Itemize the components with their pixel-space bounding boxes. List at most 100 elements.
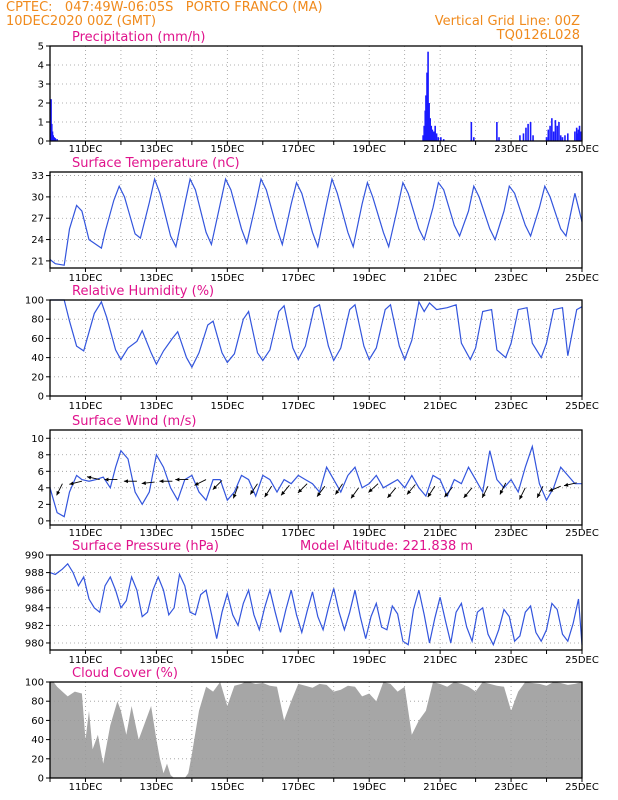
header-datetime: 10DEC2020 00Z (GMT) — [6, 14, 157, 29]
y-tick-label: 100 — [25, 296, 44, 307]
x-tick-label: 23DEC — [494, 144, 528, 155]
panel-title: Surface Pressure (hPa) — [72, 539, 219, 554]
y-tick-label: 33 — [31, 171, 44, 182]
wind-arrow-head — [232, 493, 237, 499]
x-tick-label: 11DEC — [69, 782, 103, 793]
y-tick-label: 40 — [31, 353, 44, 364]
precip-bar — [551, 118, 553, 141]
y-tick-label: 80 — [31, 315, 44, 326]
x-tick-label: 25DEC — [565, 655, 599, 666]
x-tick-label: 23DEC — [494, 782, 528, 793]
series-line — [50, 299, 583, 369]
x-tick-label: 19DEC — [352, 528, 386, 539]
x-tick-label: 13DEC — [140, 273, 174, 284]
wind-arrow-head — [444, 492, 449, 498]
x-tick-label: 17DEC — [281, 144, 315, 155]
precip-bar — [574, 131, 576, 141]
x-tick-label: 21DEC — [423, 401, 457, 412]
wind-arrow-head — [482, 493, 486, 498]
y-tick-label: 986 — [25, 586, 44, 597]
precip-bar — [53, 137, 56, 141]
x-tick-label: 23DEC — [494, 273, 528, 284]
wind-arrow-head — [104, 477, 109, 482]
precip-bar — [440, 137, 442, 141]
x-tick-label: 17DEC — [281, 528, 315, 539]
precip-bar — [498, 137, 500, 141]
plot-frame — [49, 681, 583, 779]
y-tick-label: 100 — [25, 678, 44, 689]
wind-arrow-head — [212, 485, 218, 490]
y-tick-label: 20 — [31, 372, 44, 383]
y-tick-label: 8 — [38, 450, 44, 461]
header-grid-note: Vertical Grid Line: 00Z — [434, 14, 580, 29]
precip-bar — [564, 135, 566, 141]
precip-bar — [527, 123, 529, 141]
wind-arrow-head — [175, 477, 180, 482]
wind-arrow-head — [335, 490, 340, 495]
y-tick-label: 80 — [31, 697, 44, 708]
y-tick-label: 0 — [38, 516, 44, 527]
wind-arrow-head — [69, 481, 74, 486]
wind-arrow-head — [563, 482, 569, 487]
panel-title: Cloud Cover (%) — [72, 666, 178, 681]
precip-bar — [52, 135, 54, 141]
y-tick-label: 3 — [38, 80, 44, 91]
wind-arrow-head — [351, 493, 355, 499]
precip-bar — [425, 95, 427, 141]
x-tick-label: 25DEC — [565, 144, 599, 155]
x-tick-label: 11DEC — [69, 401, 103, 412]
series-line — [49, 176, 583, 266]
y-tick-label: 2 — [38, 99, 44, 110]
panel-title: Surface Wind (m/s) — [72, 414, 196, 429]
precip-bar — [429, 118, 432, 141]
y-tick-label: 60 — [31, 716, 44, 727]
x-tick-label: 11DEC — [69, 528, 103, 539]
x-tick-label: 23DEC — [494, 655, 528, 666]
x-tick-label: 19DEC — [352, 273, 386, 284]
y-tick-label: 24 — [31, 235, 44, 246]
x-tick-label: 21DEC — [423, 144, 457, 155]
precip-bar — [567, 133, 569, 141]
precip-bar — [496, 122, 498, 141]
precip-bar — [54, 138, 57, 141]
y-tick-label: 0 — [38, 774, 44, 785]
x-tick-label: 25DEC — [565, 782, 599, 793]
y-tick-label: 6 — [38, 467, 44, 478]
x-tick-label: 21DEC — [423, 528, 457, 539]
y-tick-label: 60 — [31, 334, 44, 345]
x-tick-label: 13DEC — [140, 144, 174, 155]
y-tick-label: 5 — [38, 42, 44, 53]
x-tick-label: 17DEC — [281, 782, 315, 793]
precip-bar — [559, 135, 562, 141]
x-tick-label: 21DEC — [423, 655, 457, 666]
precip-bar — [423, 125, 425, 141]
precip-bar — [525, 127, 527, 141]
x-tick-label: 17DEC — [281, 655, 315, 666]
y-tick-label: 1 — [38, 118, 44, 129]
precip-bar — [529, 122, 532, 141]
precip-bar — [56, 139, 58, 141]
y-tick-label: 27 — [31, 214, 44, 225]
precip-bar — [552, 131, 555, 141]
panel-title: Precipitation (mm/h) — [72, 30, 205, 45]
x-tick-label: 19DEC — [352, 782, 386, 793]
wind-arrow-head — [387, 493, 392, 498]
precip-bar — [470, 122, 473, 141]
x-tick-label: 15DEC — [210, 782, 244, 793]
x-tick-label: 15DEC — [210, 528, 244, 539]
y-tick-label: 990 — [25, 551, 44, 562]
precip-bar — [522, 133, 525, 141]
wind-arrow-head — [297, 488, 303, 493]
precip-bar — [442, 139, 445, 141]
x-tick-label: 23DEC — [494, 528, 528, 539]
x-tick-label: 15DEC — [210, 655, 244, 666]
precip-bar — [434, 125, 436, 141]
wind-arrow-head — [368, 488, 373, 493]
y-tick-label: 980 — [25, 638, 44, 649]
y-tick-label: 4 — [38, 483, 44, 494]
y-tick-label: 988 — [25, 568, 44, 579]
header-station: CPTEC: 047:49W-06:05S PORTO FRANCO (MA) — [6, 0, 323, 15]
y-tick-label: 982 — [25, 621, 44, 632]
y-tick-label: 40 — [31, 735, 44, 746]
